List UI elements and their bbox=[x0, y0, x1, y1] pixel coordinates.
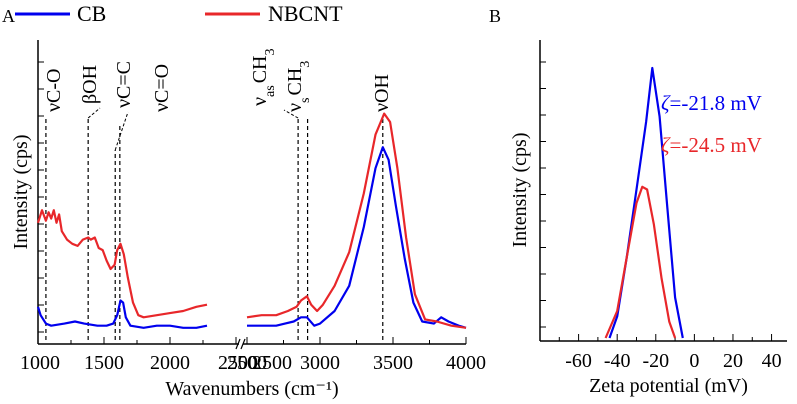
panel-a-y-title: Intensity (cps) bbox=[10, 135, 32, 250]
peak-label: νC=O bbox=[151, 64, 173, 112]
series-cb-line bbox=[247, 146, 467, 329]
panel-b-y-title: Intensity (cps) bbox=[509, 133, 531, 248]
panel-a-x-title: Wavenumbers (cm⁻¹) bbox=[165, 378, 338, 400]
peak-label: βOH bbox=[79, 65, 101, 104]
panel-a-x-tick-label: 1500 bbox=[84, 352, 124, 374]
peak-label: νC=C bbox=[113, 61, 135, 108]
legend-label-0: CB bbox=[77, 1, 106, 26]
panel-b-x-tick-label: -60 bbox=[565, 350, 592, 372]
peak-label: νC-O bbox=[43, 69, 65, 113]
panel-b-x-tick-label: -20 bbox=[642, 350, 669, 372]
zeta-annotation: ζ=-21.8 mV bbox=[661, 91, 762, 115]
peak-leader-line bbox=[87, 107, 101, 119]
panel-a-axis-break-2 bbox=[240, 338, 246, 350]
series-cb-line bbox=[36, 299, 208, 329]
panel-a-x-tick-label: 3000 bbox=[300, 352, 340, 374]
panel-a-axis-break-1 bbox=[235, 338, 241, 350]
peak-leader-line bbox=[114, 111, 129, 151]
peak-leader-line bbox=[283, 109, 299, 119]
peak-label: νasCH3 bbox=[249, 48, 278, 106]
panel-a-x-tick-label: 4000 bbox=[446, 352, 486, 374]
series-nbcnt-line bbox=[36, 209, 208, 319]
legend: CB NBCNT bbox=[15, 1, 343, 26]
legend-label-1: NBCNT bbox=[268, 1, 343, 26]
panel-b: B -60 -40 -20 0 20 40 Zeta potential (mV) Inten… bbox=[489, 6, 787, 397]
panel-a-x-tick-label: 2500 bbox=[218, 352, 258, 374]
panel-a-x-tick-label: 1000 bbox=[20, 352, 60, 374]
panel-b-x-tick-label: -40 bbox=[604, 350, 631, 372]
peak-label: νOH bbox=[371, 74, 393, 112]
panel-a-letter: A bbox=[2, 6, 15, 26]
panel-b-x-title: Zeta potential (mV) bbox=[589, 375, 748, 397]
series-nbcnt-line bbox=[246, 112, 467, 329]
peak-label: νsCH3 bbox=[284, 61, 313, 112]
panel-b-x-tick-label: 20 bbox=[723, 350, 743, 372]
panel-b-x-tick-label: 40 bbox=[762, 350, 782, 372]
panel-b-letter: B bbox=[489, 6, 501, 26]
panel-a-x-tick-label: 3500 bbox=[373, 352, 413, 374]
panel-a-x-tick-label: 2500 bbox=[227, 352, 267, 374]
zeta-annotation: ζ=-24.5 mV bbox=[661, 133, 762, 157]
series-nbcnt-line bbox=[604, 185, 677, 339]
panel-b-x-tick-label: 0 bbox=[689, 350, 699, 372]
panel-a-x-tick-label: 2000 bbox=[150, 352, 190, 374]
panel-a-x-tick-label: 2500 bbox=[252, 352, 292, 374]
